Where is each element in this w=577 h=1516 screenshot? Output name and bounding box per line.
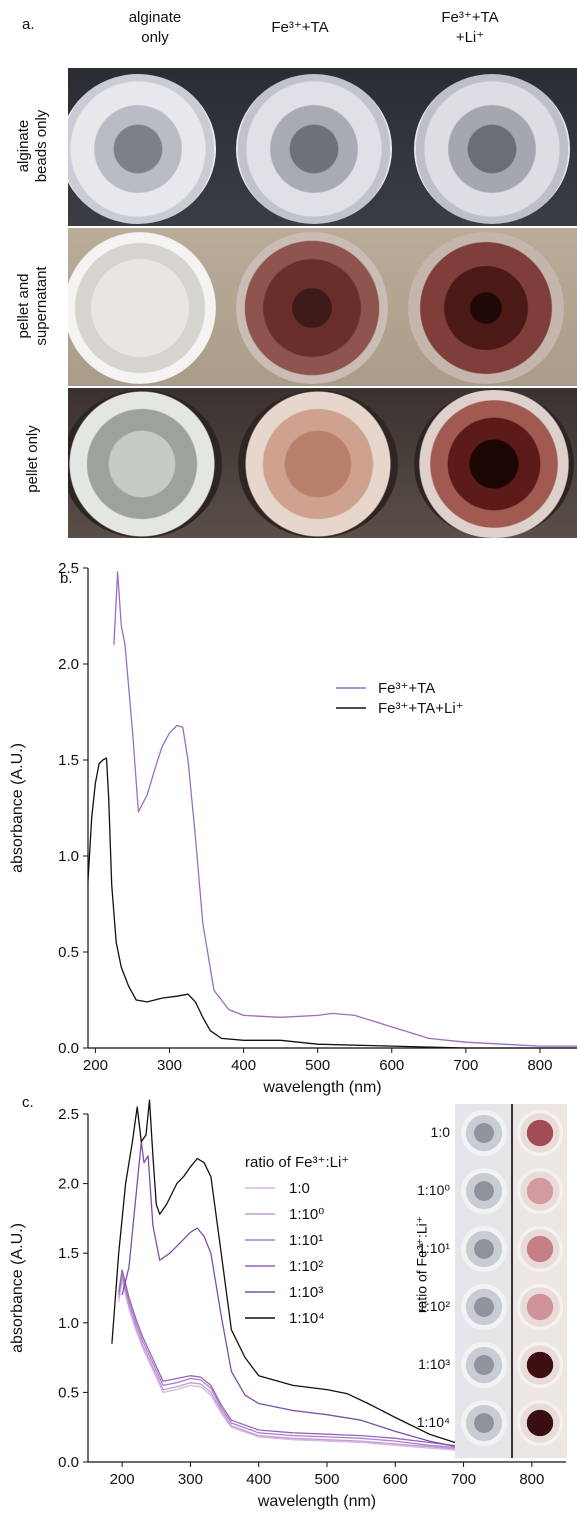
legend-title: ratio of Fe³⁺:Li⁺ xyxy=(245,1154,349,1171)
x-tick-label: 200 xyxy=(83,1057,108,1074)
column-header-fe-ta-li: Fe³⁺+TA +Li⁺ xyxy=(441,9,499,46)
y-tick-label: 2.0 xyxy=(58,656,79,673)
x-tick-label: 300 xyxy=(157,1057,182,1074)
series-line xyxy=(113,571,577,1047)
x-axis-label: wavelength (nm) xyxy=(262,1079,381,1096)
row-label-pellet-supernatant: pellet and supernatant xyxy=(15,266,50,346)
y-tick-label: 0.0 xyxy=(58,1040,79,1057)
series-line xyxy=(87,757,577,1049)
well-alginate-only-pellet xyxy=(68,232,216,384)
row-label-alginate-beads: alginate beads only xyxy=(15,109,50,183)
y-axis-label: absorbance (A.U.) xyxy=(9,743,26,873)
x-tick-label: 800 xyxy=(519,1471,544,1488)
inset-label: 1:10² xyxy=(418,1298,450,1314)
y-tick-label: 0.0 xyxy=(58,1454,79,1471)
y-tick-label: 0.5 xyxy=(58,1384,79,1401)
well-fe-ta-dry xyxy=(238,390,398,538)
inset-label: 1:10⁴ xyxy=(416,1414,450,1430)
x-tick-label: 200 xyxy=(110,1471,135,1488)
y-tick-label: 2.0 xyxy=(58,1176,79,1193)
column-header-alginate: alginate only xyxy=(128,9,182,46)
inset-well-left xyxy=(461,1226,507,1272)
legend-label: Fe³⁺+TA+Li⁺ xyxy=(378,700,464,717)
x-tick-label: 300 xyxy=(178,1471,203,1488)
row-label-pellet-only: pellet only xyxy=(24,425,41,493)
well-alginate-only xyxy=(68,74,216,224)
legend-label: 1:10¹ xyxy=(289,1232,323,1249)
photo-row-alginate-beads xyxy=(68,68,577,226)
panel-a-letter: a. xyxy=(22,16,35,33)
inset-well-right xyxy=(517,1168,563,1214)
inset-well-right xyxy=(517,1284,563,1330)
x-tick-label: 400 xyxy=(231,1057,256,1074)
legend-label: 1:0 xyxy=(289,1180,310,1197)
y-tick-label: 2.5 xyxy=(58,560,79,577)
inset-well-right xyxy=(517,1342,563,1388)
y-tick-label: 1.0 xyxy=(58,1315,79,1332)
well-fe-ta-pellet xyxy=(236,232,388,384)
y-tick-label: 0.5 xyxy=(58,944,79,961)
inset-well-left xyxy=(461,1168,507,1214)
x-tick-label: 400 xyxy=(246,1471,271,1488)
legend-label: 1:10⁴ xyxy=(289,1310,325,1327)
inset-well-left xyxy=(461,1284,507,1330)
x-tick-label: 700 xyxy=(453,1057,478,1074)
inset-label: 1:10³ xyxy=(418,1356,450,1372)
x-tick-label: 600 xyxy=(383,1471,408,1488)
x-tick-label: 600 xyxy=(379,1057,404,1074)
panel-b-letter: b. xyxy=(60,570,73,587)
inset-well-right xyxy=(517,1110,563,1156)
inset-label: 1:0 xyxy=(430,1124,450,1140)
series-line xyxy=(118,1272,567,1455)
x-tick-label: 500 xyxy=(314,1471,339,1488)
chart-b: 0.0 0.5 1.0 1.5 2.0 2.5 200 300 400 500 600 700 800 w… xyxy=(9,560,577,1096)
well-fe-ta-li-pellet xyxy=(408,232,564,384)
series-line xyxy=(121,1141,567,1456)
inset-well-right xyxy=(517,1400,563,1446)
legend-label: 1:10⁰ xyxy=(289,1206,324,1223)
y-tick-label: 2.5 xyxy=(58,1106,79,1123)
panel-c-letter: c. xyxy=(22,1094,34,1111)
inset-well-left xyxy=(461,1110,507,1156)
x-axis-label: wavelength (nm) xyxy=(257,1493,376,1510)
legend-label: Fe³⁺+TA xyxy=(378,680,435,697)
y-axis-label: absorbance (A.U.) xyxy=(9,1223,26,1353)
legend-label: 1:10³ xyxy=(289,1284,323,1301)
legend-label: 1:10² xyxy=(289,1258,323,1275)
y-tick-label: 1.5 xyxy=(58,752,79,769)
series-line xyxy=(111,1099,567,1456)
well-alginate-only-dry xyxy=(68,390,222,538)
well-fe-ta-li-dry xyxy=(414,390,574,538)
y-tick-label: 1.5 xyxy=(58,1245,79,1262)
inset-well-left xyxy=(461,1400,507,1446)
well-fe-ta xyxy=(236,74,392,224)
well-fe-ta-li xyxy=(414,74,570,224)
x-tick-label: 700 xyxy=(451,1471,476,1488)
chart-c: 0.0 0.5 1.0 1.5 2.0 2.5 200 300 400 500 600 700 800 w… xyxy=(9,1099,567,1510)
x-tick-label: 800 xyxy=(527,1057,552,1074)
column-header-fe-ta: Fe³⁺+TA xyxy=(271,19,329,36)
inset-well-right xyxy=(517,1226,563,1272)
y-tick-label: 1.0 xyxy=(58,848,79,865)
photo-row-pellet-supernatant xyxy=(68,228,577,386)
series-line xyxy=(118,1269,567,1453)
series-line xyxy=(118,1276,567,1456)
photo-row-pellet-only xyxy=(68,388,577,538)
series-line xyxy=(118,1280,566,1456)
x-tick-label: 500 xyxy=(305,1057,330,1074)
inset-photo xyxy=(455,1104,567,1458)
inset-label: 1:10¹ xyxy=(418,1240,450,1256)
inset-label: 1:10⁰ xyxy=(417,1182,450,1198)
inset-ylabel-wrap: ratio of Fe³⁺:Li⁺ xyxy=(412,1140,430,1390)
inset-well-left xyxy=(461,1342,507,1388)
